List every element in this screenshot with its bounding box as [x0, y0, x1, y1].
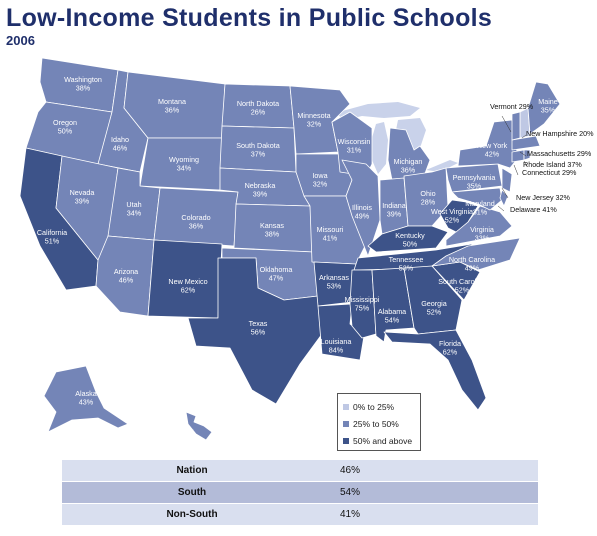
lake-erie [426, 160, 458, 172]
state-label-alaska: Alaska 43% [75, 389, 97, 407]
state-label-florida: Florida 62% [439, 339, 461, 357]
state-label-montana: Montana 36% [158, 97, 186, 115]
legend-item-mid: 25% to 50% [343, 415, 416, 432]
summary-value: 41% [340, 509, 361, 520]
state-shapes [19, 57, 561, 441]
summary-label: South [177, 487, 207, 498]
state-hawaii [185, 411, 213, 441]
state-label-delaware: Delaware 41% [510, 205, 557, 214]
state-label-oklahoma: Oklahoma 47% [260, 265, 293, 283]
legend-swatch-high [343, 437, 349, 444]
state-michigan [387, 127, 431, 181]
state-label-pennsylvania: Pennsylvania 35% [453, 173, 496, 191]
summary-table: Nation 46% South 54% Non-South 41% [62, 460, 538, 526]
state-north-carolina [431, 237, 521, 271]
state-new-jersey [501, 167, 513, 193]
legend-label-high: 50% and above [353, 435, 413, 446]
summary-label: Nation [176, 465, 208, 476]
state-label-north-dakota: North Dakota 26% [237, 99, 279, 117]
summary-value: 54% [340, 487, 361, 498]
state-label-indiana: Indiana 39% [382, 201, 406, 219]
lake-michigan [372, 122, 388, 174]
legend-swatch-mid [343, 420, 349, 427]
state-alaska [43, 365, 129, 433]
state-label-colorado: Colorado 36% [181, 213, 210, 231]
state-label-michigan: Michigan 36% [394, 157, 423, 175]
state-label-vermont: Vermont 29% [490, 102, 534, 111]
state-vermont [511, 111, 521, 141]
state-label-california: California 51% [37, 228, 67, 246]
state-label-connecticut: Connecticut 29% [522, 168, 577, 177]
state-label-kansas: Kansas 38% [260, 221, 284, 239]
summary-row-non-south: Non-South 41% [62, 504, 538, 525]
state-label-utah: Utah 34% [126, 200, 141, 218]
state-label-hawaii: Hawaii 39% [172, 428, 194, 446]
state-illinois [341, 159, 381, 257]
state-label-wisconsin: Wisconsin 31% [338, 137, 371, 155]
state-label-louisiana: Louisiana 84% [321, 337, 352, 355]
state-label-arizona: Arizona 46% [114, 267, 138, 285]
summary-value: 46% [340, 465, 361, 476]
legend-label-low: 0% to 25% [353, 401, 395, 412]
state-label-ohio: Ohio 28% [420, 189, 435, 207]
state-label-new-hampshire: New Hampshire 20% [526, 129, 594, 138]
state-label-nebraska: Nebraska 39% [245, 181, 276, 199]
state-label-west-virginia: West Virginia 52% [431, 207, 473, 225]
state-label-maryland: Maryland 31% [465, 199, 495, 217]
legend: 0% to 25% 25% to 50% 50% and above [337, 393, 421, 451]
summary-label: Non-South [166, 509, 218, 520]
state-texas [187, 257, 323, 405]
state-florida [383, 329, 487, 411]
state-labels: Washington 38% Oregon 50% California 51% Idaho… [37, 75, 594, 446]
lake-huron [396, 118, 426, 156]
state-label-nevada: Nevada 39% [70, 188, 95, 206]
state-label-rhode-island: Rhode Island 37% [523, 160, 582, 169]
label-leaders [497, 115, 528, 212]
state-label-kentucky: Kentucky 50% [395, 231, 425, 249]
state-label-washington: Washington 38% [64, 75, 102, 93]
state-label-maine: Maine 35% [538, 97, 558, 115]
map-title: Low-Income Students in Public Schools [6, 4, 493, 32]
state-label-new-jersey: New Jersey 32% [516, 193, 571, 202]
state-label-minnesota: Minnesota 32% [297, 111, 330, 129]
legend-swatch-low [343, 403, 349, 410]
state-massachusetts [511, 135, 541, 151]
state-label-idaho: Idaho 46% [111, 135, 129, 153]
state-label-massachusetts: Massachusetts 29% [527, 149, 592, 158]
state-label-south-carolina: South Carolina 52% [438, 277, 486, 295]
legend-item-high: 50% and above [343, 432, 416, 449]
state-label-arkansas: Arkansas 53% [319, 273, 349, 291]
state-label-georgia: Georgia 52% [421, 299, 447, 317]
state-west-virginia [439, 199, 479, 233]
state-maine [527, 81, 561, 135]
state-label-oregon: Oregon 50% [53, 118, 77, 136]
state-label-alabama: Alabama 54% [378, 307, 406, 325]
state-kentucky [367, 225, 449, 253]
state-delaware [499, 189, 509, 207]
state-label-south-dakota: South Dakota 37% [236, 141, 280, 159]
state-label-texas: Texas 56% [249, 319, 268, 337]
state-label-tennessee: Tennessee 53% [389, 255, 424, 273]
state-label-new-mexico: New Mexico 62% [168, 277, 207, 295]
legend-label-mid: 25% to 50% [353, 418, 399, 429]
state-maryland [451, 187, 503, 211]
state-label-mississippi: Mississippi 75% [345, 295, 380, 313]
state-label-virginia: Virginia 33% [470, 225, 494, 243]
state-label-illinois: Illinois 49% [352, 203, 372, 221]
state-label-iowa: Iowa 32% [312, 171, 327, 189]
lake-superior [335, 102, 420, 120]
state-label-north-carolina: North Carolina 49% [449, 255, 495, 273]
summary-row-south: South 54% [62, 482, 538, 503]
state-label-missouri: Missouri 41% [317, 225, 344, 243]
legend-item-low: 0% to 25% [343, 398, 416, 415]
state-label-new-york: New York 42% [477, 141, 508, 159]
state-rhode-island [523, 149, 531, 161]
summary-row-nation: Nation 46% [62, 460, 538, 481]
state-label-wyoming: Wyoming 34% [169, 155, 199, 173]
map-subtitle: 2006 [6, 33, 35, 48]
